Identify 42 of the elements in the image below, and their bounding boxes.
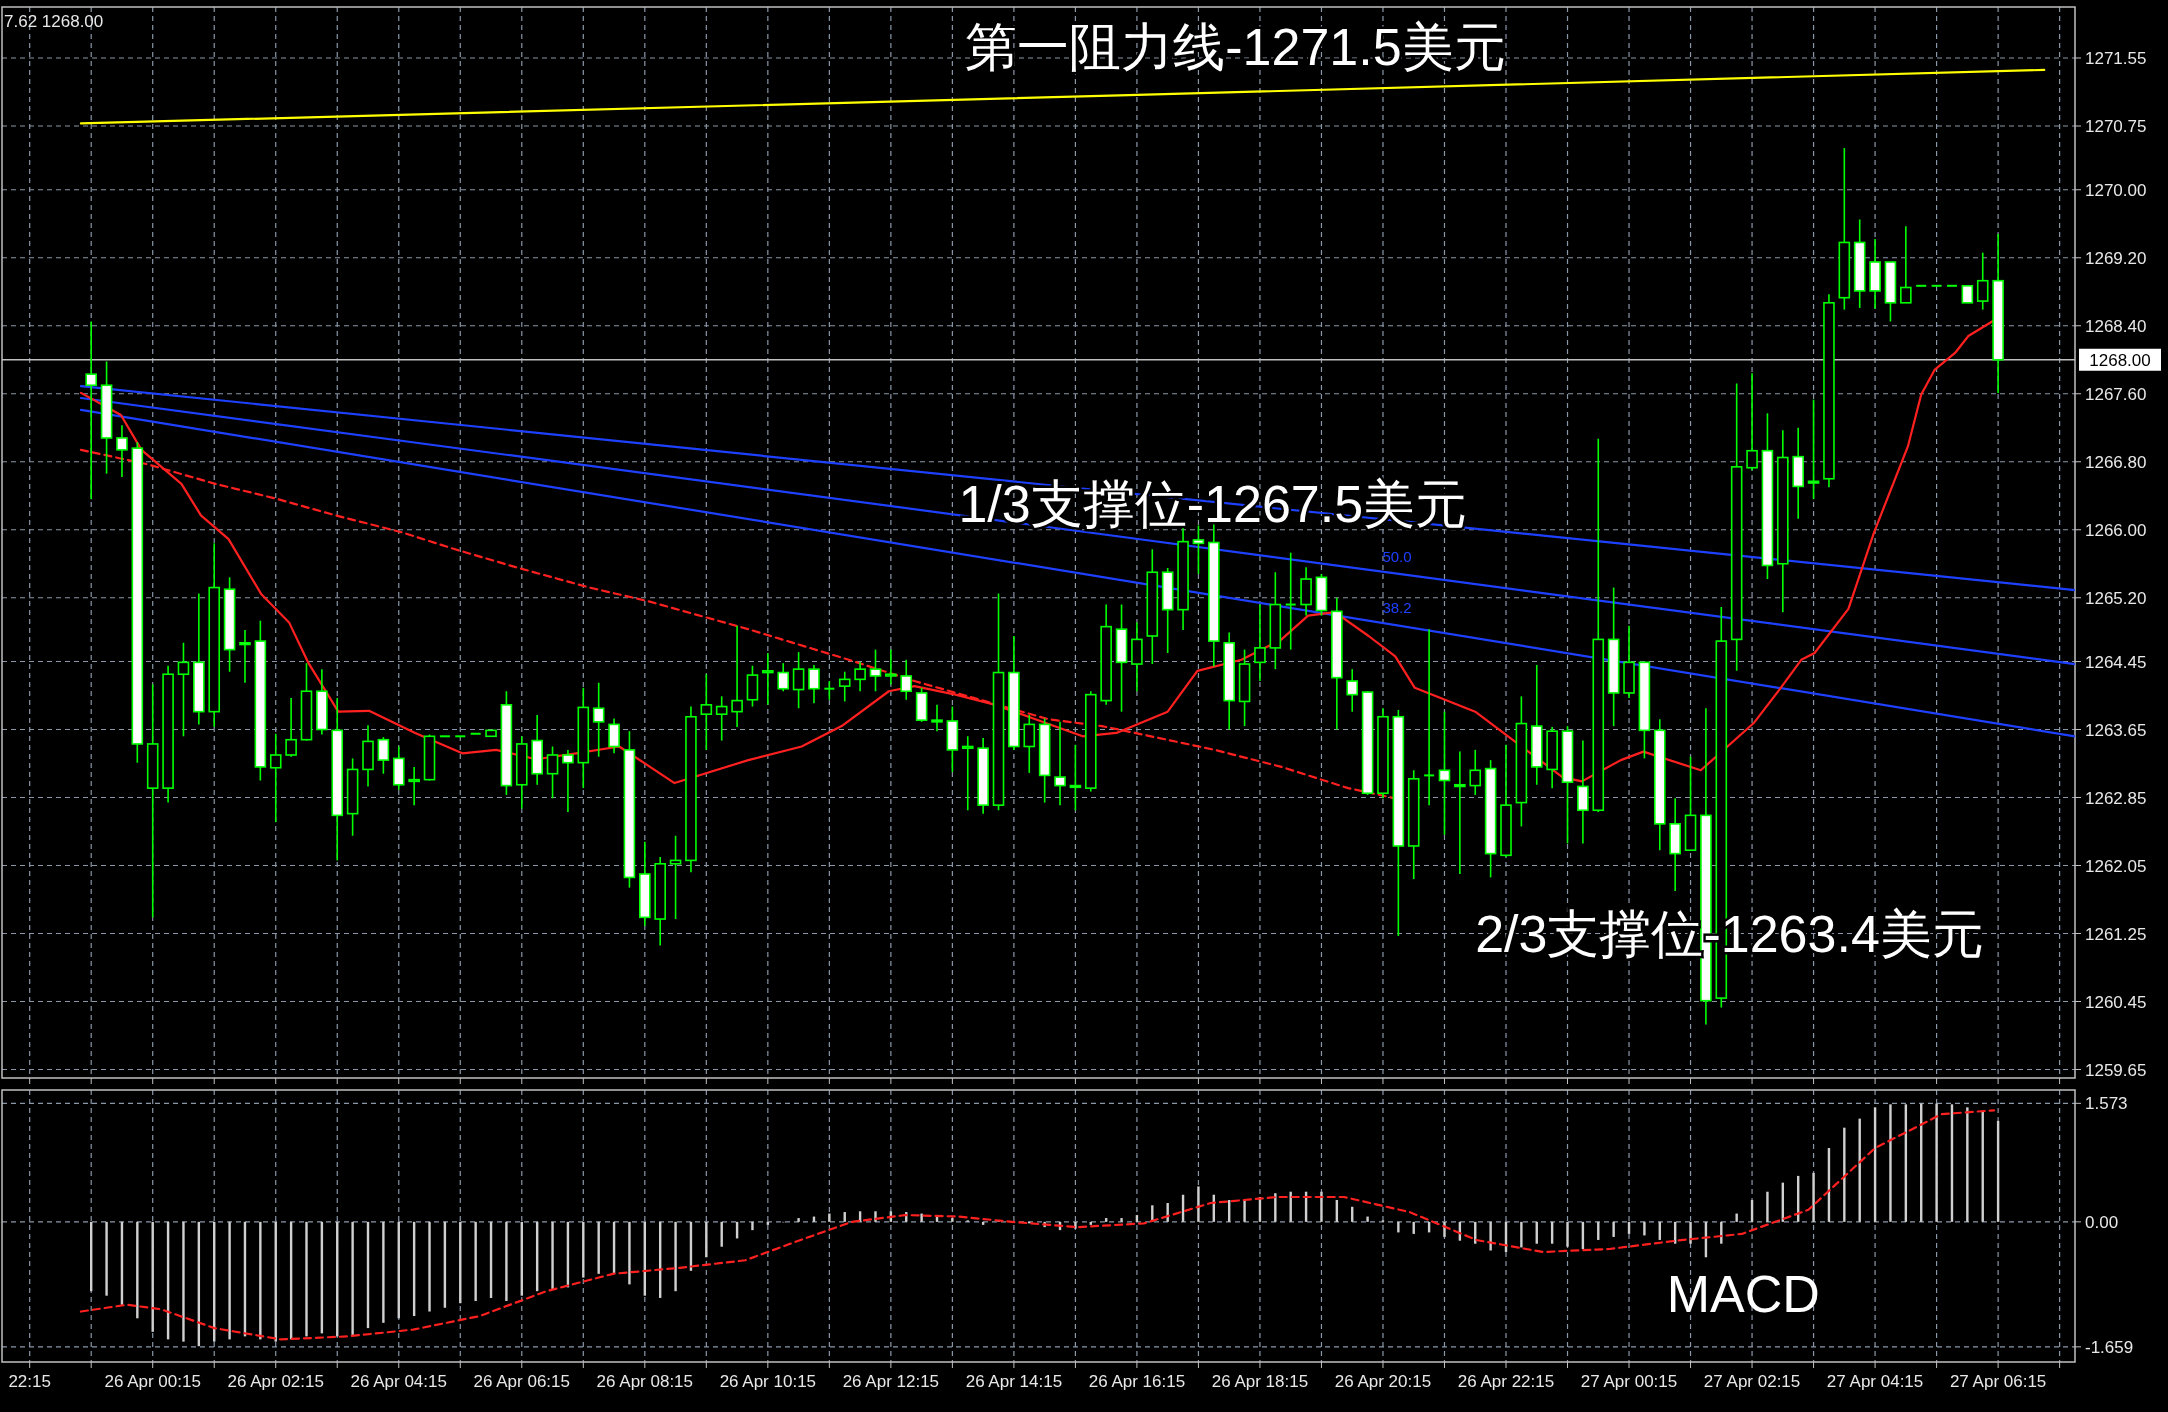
y-tick-label: 1263.65 [2085,720,2147,740]
y-tick-label: 1264.45 [2085,652,2147,672]
y-tick-label: 1259.65 [2085,1060,2147,1080]
annotation: MACD [1666,1265,1820,1323]
x-tick-label: 26 Apr 16:15 [1088,1372,1186,1391]
x-tick-label: 26 Apr 22:15 [1457,1372,1555,1391]
x-tick-label: 26 Apr 20:15 [1334,1372,1432,1391]
y-tick-label: 1260.45 [2085,992,2147,1012]
y-tick-label: 1262.05 [2085,856,2147,876]
y-tick-label: 1266.00 [2085,520,2147,540]
y-tick-label: 1266.80 [2085,452,2147,472]
y-tick-label: 1269.20 [2085,248,2147,268]
y-tick-label: 1265.20 [2085,588,2147,608]
series-label: 38.2 [1382,599,1412,617]
x-tick-label: 26 Apr 02:15 [227,1372,324,1391]
y-tick-label: -1.659 [2085,1337,2134,1357]
y-tick-label: 1267.60 [2085,384,2147,404]
y-tick-label: 1270.75 [2085,117,2147,136]
annotation: 7.62 1268.00 [4,12,104,31]
y-tick-label: 1271.55 [2085,49,2147,68]
y-tick-label: 1.573 [2085,1094,2128,1114]
x-tick-label: 26 Apr 14:15 [965,1372,1063,1391]
x-tick-label: 27 Apr 06:15 [1949,1372,2047,1391]
annotation: 第一阻力线-1271.5美元 [965,18,1506,76]
x-tick-label: 22:15 [8,1372,51,1391]
x-tick-label: 27 Apr 04:15 [1826,1372,1924,1391]
x-tick-label: 26 Apr 00:15 [104,1372,201,1391]
y-tick-label: 1270.00 [2085,180,2147,200]
y-tick-label: 1261.25 [2085,924,2147,944]
x-tick-label: 26 Apr 06:15 [473,1372,570,1391]
y-tick-label: 1262.85 [2085,788,2147,808]
y-tick-label: 1268.40 [2085,316,2147,336]
x-tick-label: 26 Apr 04:15 [350,1372,447,1391]
x-tick-label: 27 Apr 02:15 [1703,1372,1801,1391]
ref-line-label: 1268.00 [2089,350,2151,370]
x-tick-label: 26 Apr 12:15 [842,1372,940,1391]
x-tick-label: 26 Apr 10:15 [719,1372,817,1391]
x-tick-label: 26 Apr 18:15 [1211,1372,1309,1391]
series-label: 50.0 [1382,547,1412,565]
y-tick-label: 0.00 [2085,1212,2119,1232]
x-tick-label: 27 Apr 00:15 [1580,1372,1678,1391]
x-tick-label: 26 Apr 08:15 [596,1372,694,1391]
